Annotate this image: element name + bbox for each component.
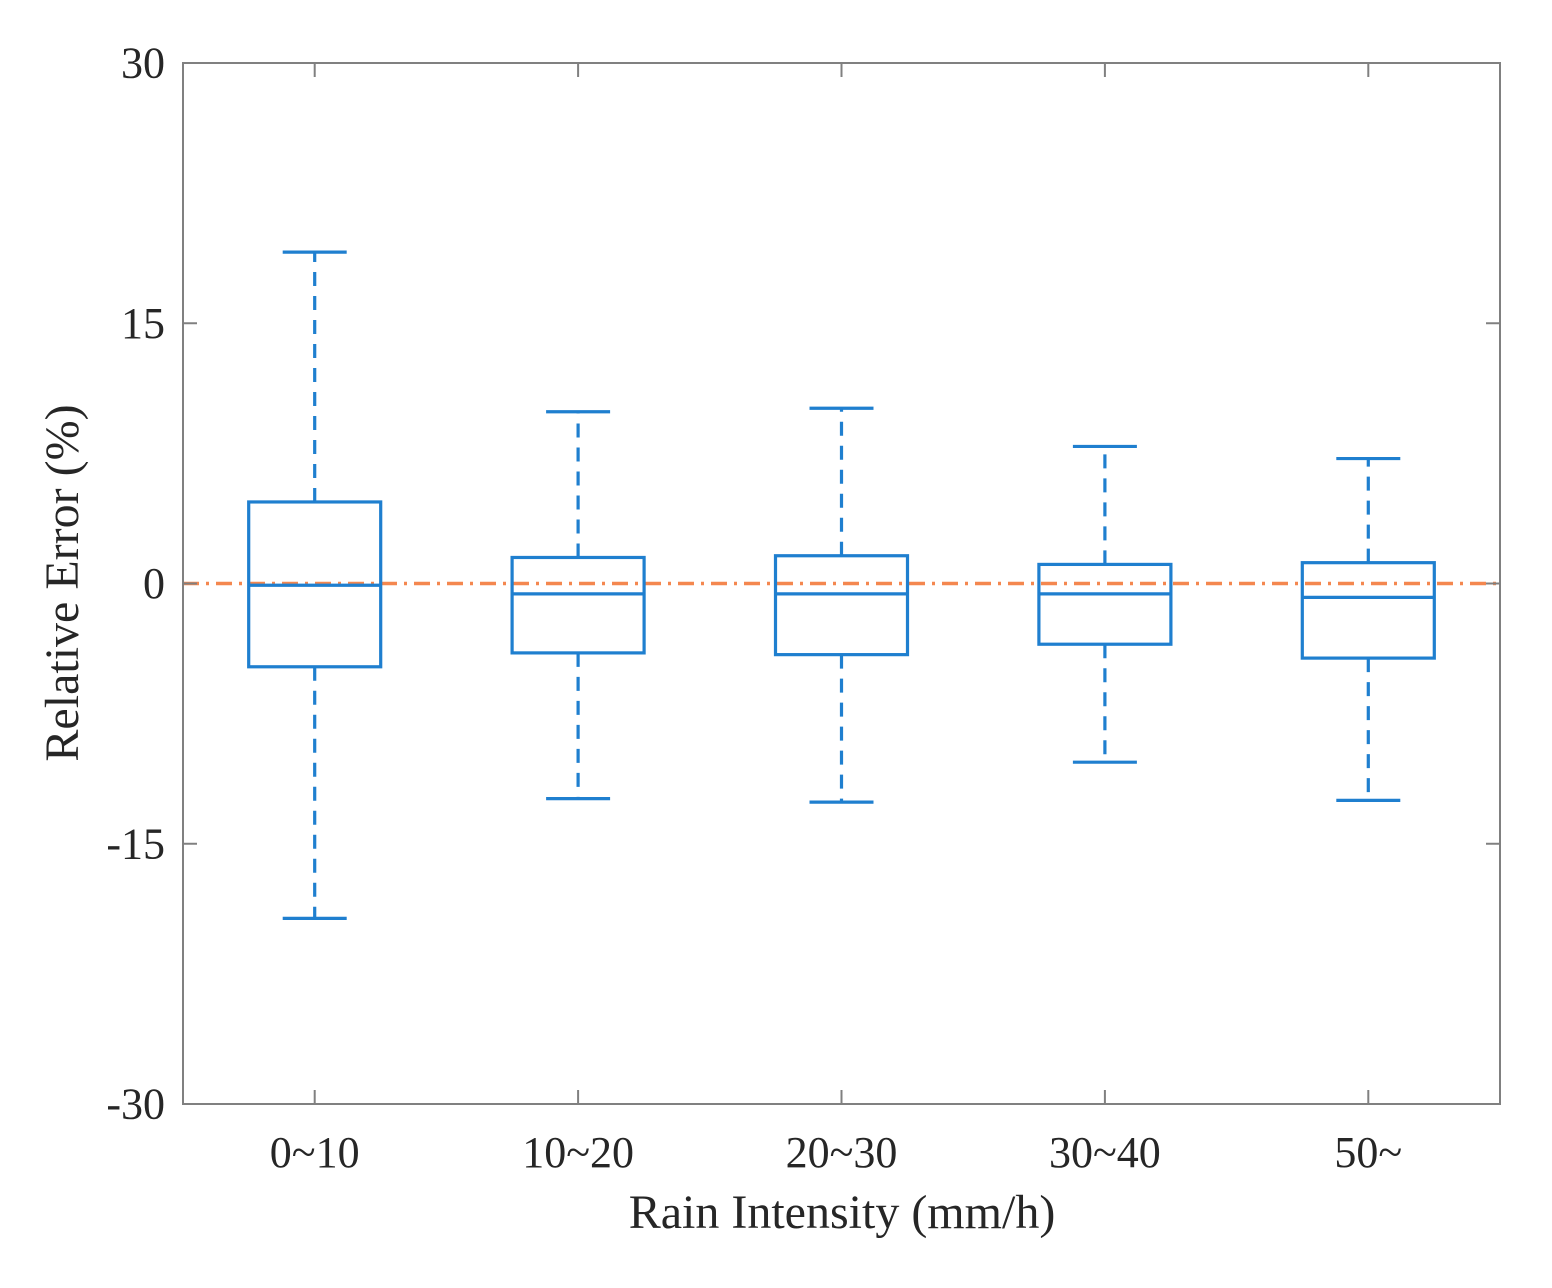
x-tick-label: 0~10 bbox=[270, 1128, 360, 1177]
iqr-box bbox=[1037, 562, 1173, 646]
x-tick-label: 50~ bbox=[1334, 1128, 1402, 1177]
label-group: -30 -15 0 15 30 0~10 10~20 20~30 30~40 50~ bbox=[106, 39, 1402, 1178]
box-5 bbox=[1300, 456, 1436, 802]
y-axis-title: Relative Error (%) bbox=[36, 404, 89, 761]
y-tick-label: 15 bbox=[121, 299, 165, 348]
box-4 bbox=[1037, 444, 1173, 764]
y-tick-label: -15 bbox=[106, 819, 165, 868]
y-tick-label: 0 bbox=[143, 559, 165, 608]
x-tick-label: 10~20 bbox=[522, 1128, 634, 1177]
box-3 bbox=[773, 406, 910, 804]
iqr-box bbox=[1300, 561, 1436, 660]
box-1 bbox=[247, 250, 383, 920]
iqr-box bbox=[510, 555, 646, 655]
x-tick-label: 20~30 bbox=[786, 1128, 898, 1177]
x-tick-label: 30~40 bbox=[1049, 1128, 1161, 1177]
box-2 bbox=[510, 410, 646, 801]
iqr-box bbox=[773, 554, 910, 657]
tick-group bbox=[183, 62, 1500, 1105]
chart-marks bbox=[183, 250, 1500, 920]
y-tick-label: -30 bbox=[106, 1080, 165, 1129]
x-axis-title: Rain Intensity (mm/h) bbox=[629, 1186, 1056, 1239]
y-tick-label: 30 bbox=[121, 39, 165, 88]
